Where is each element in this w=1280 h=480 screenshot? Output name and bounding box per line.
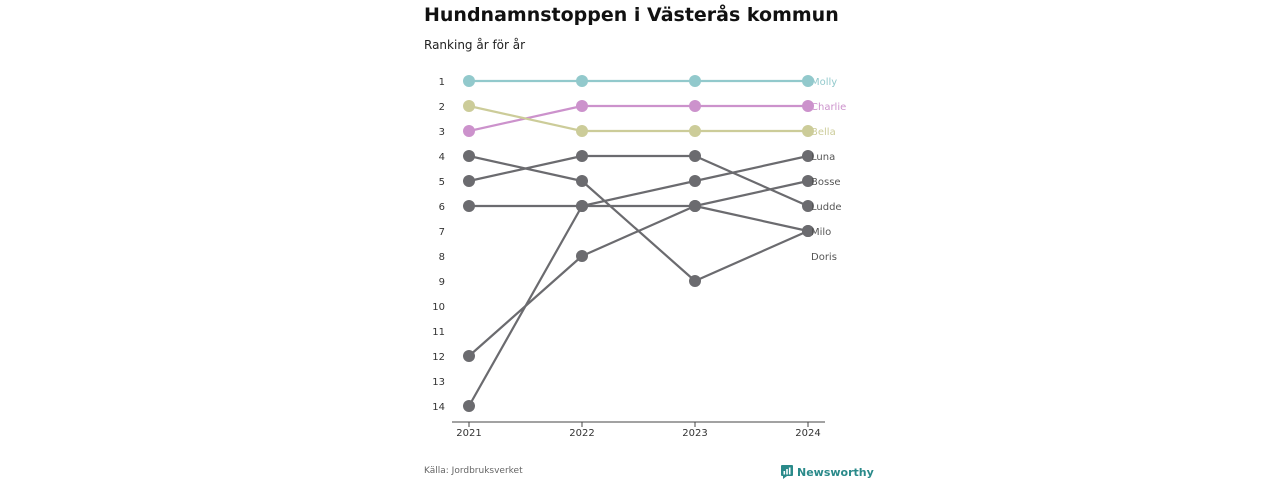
y-tick-label-8: 8 — [439, 252, 445, 263]
series-line-bella — [468, 104, 808, 133]
point-charlie-2024 — [802, 100, 814, 112]
chart-container: Hundnamnstoppen i Västerås kommun Rankin… — [424, 0, 874, 480]
y-tick-label-5: 5 — [439, 177, 445, 188]
newsworthy-logo-icon — [781, 465, 793, 479]
point-ludde-2023 — [689, 150, 701, 162]
end-label-milo: Milo — [811, 227, 831, 238]
point-ludde-2022 — [576, 150, 588, 162]
end-label-bella: Bella — [811, 127, 836, 138]
y-tick-label-2: 2 — [439, 102, 445, 113]
y-tick-label-13: 13 — [432, 377, 445, 388]
point-charlie-2023 — [689, 100, 701, 112]
end-label-molly: Molly — [811, 77, 837, 88]
point-charlie-2021 — [463, 125, 475, 137]
y-tick-label-4: 4 — [439, 152, 445, 163]
y-tick-label-7: 7 — [439, 227, 445, 238]
point-bella-2022 — [576, 125, 588, 137]
point-luna-2024 — [802, 150, 814, 162]
brand-name: Newsworthy — [797, 465, 874, 479]
point-milo-2021 — [463, 350, 475, 362]
point-bosse-2021 — [463, 150, 475, 162]
point-charlie-2022 — [576, 100, 588, 112]
series-line-doris — [469, 204, 809, 233]
x-tick-label-2022: 2022 — [569, 428, 594, 439]
point-milo-2024 — [802, 175, 814, 187]
point-ludde-2021 — [463, 175, 475, 187]
point-molly-2022 — [576, 75, 588, 87]
point-milo-2022 — [576, 250, 588, 262]
end-label-bosse: Bosse — [811, 177, 841, 188]
end-label-charlie: Charlie — [811, 102, 846, 113]
point-bella-2021 — [463, 100, 475, 112]
point-molly-2021 — [463, 75, 475, 87]
source-note: Källa: Jordbruksverket — [424, 466, 523, 476]
y-tick-label-11: 11 — [432, 327, 445, 338]
chart-subtitle: Ranking år för år — [424, 38, 526, 52]
point-bella-2024 — [802, 125, 814, 137]
point-doris-2021 — [463, 200, 475, 212]
y-tick-label-10: 10 — [432, 302, 445, 313]
point-doris-2022 — [576, 200, 588, 212]
point-bosse-2022 — [576, 175, 588, 187]
point-doris-2024 — [802, 225, 814, 237]
point-luna-2021 — [463, 400, 475, 412]
y-tick-label-14: 14 — [432, 402, 445, 413]
y-tick-label-6: 6 — [439, 202, 445, 213]
x-tick-label-2023: 2023 — [682, 428, 707, 439]
end-label-doris: Doris — [811, 252, 837, 263]
end-label-luna: Luna — [811, 152, 835, 163]
y-tick-label-12: 12 — [432, 352, 445, 363]
point-ludde-2024 — [802, 200, 814, 212]
series-line-ludde — [468, 154, 809, 208]
y-tick-label-1: 1 — [439, 77, 445, 88]
point-molly-2024 — [802, 75, 814, 87]
chart-title: Hundnamnstoppen i Västerås kommun — [424, 4, 839, 26]
x-tick-label-2024: 2024 — [795, 428, 820, 439]
x-tick-label-2021: 2021 — [456, 428, 481, 439]
point-bella-2023 — [689, 125, 701, 137]
end-label-ludde: Ludde — [811, 202, 842, 213]
point-luna-2023 — [689, 175, 701, 187]
series-line-charlie — [468, 104, 808, 133]
series-line-luna — [468, 154, 809, 407]
point-doris-2023 — [689, 200, 701, 212]
point-bosse-2023 — [689, 275, 701, 287]
point-molly-2023 — [689, 75, 701, 87]
series-line-milo — [468, 179, 809, 357]
y-tick-label-9: 9 — [439, 277, 445, 288]
y-tick-label-3: 3 — [439, 127, 445, 138]
series-line-bosse — [468, 154, 809, 283]
brand-logo[interactable]: Newsworthy — [781, 464, 874, 480]
